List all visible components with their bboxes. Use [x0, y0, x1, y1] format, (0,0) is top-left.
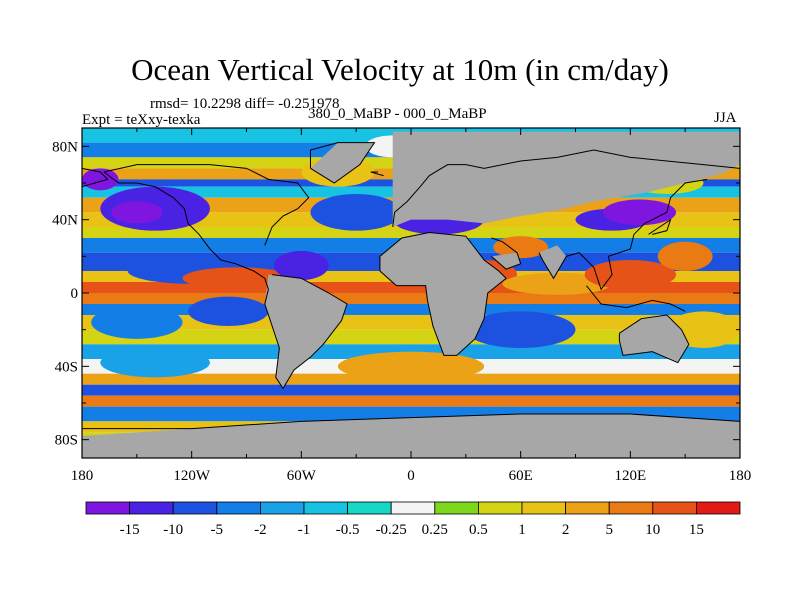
field-cell [91, 305, 183, 339]
field-cell [188, 296, 269, 327]
field-cell [100, 348, 210, 378]
land-region [82, 414, 740, 458]
coastline-segment [538, 178, 708, 291]
axis-ticks [81, 128, 741, 458]
lon-label: 60W [287, 468, 317, 484]
coastline-segment [370, 171, 384, 177]
land-region [264, 274, 348, 389]
lat-label: 80N [52, 139, 78, 155]
field-band [82, 227, 740, 238]
lat-label: 0 [71, 286, 79, 302]
field-band [82, 293, 740, 304]
lat-label: 80S [55, 433, 78, 449]
field-cell [111, 201, 163, 224]
colorbar-swatch [347, 501, 392, 515]
colorbar-label: -1 [298, 522, 311, 538]
land-region [619, 315, 689, 363]
land-region [392, 131, 740, 227]
colorbar-swatch [696, 501, 741, 515]
field-cell [602, 199, 677, 226]
colorbar-label: -5 [211, 522, 224, 538]
colorbar-swatch [434, 501, 479, 515]
season-label: JJA [714, 110, 737, 126]
field-band [82, 282, 740, 293]
colorbar-swatch [390, 501, 436, 515]
colorbar: -15 -10 -5 -2 -1 -0.5 -0.25 0.25 0.5 1 2 5 10 15 [85, 501, 741, 538]
colorbar-label: 5 [605, 522, 613, 538]
lon-label: 180 [729, 468, 752, 484]
coastline-segment [491, 237, 522, 270]
colorbar-swatch [303, 501, 348, 515]
colorbar-label: -2 [254, 522, 267, 538]
colorbar-swatch [652, 501, 697, 515]
longitude-labels: 180 120W 60W 0 60E 120E 180 [71, 468, 752, 484]
lon-label: 0 [407, 468, 415, 484]
coastline-segment [392, 149, 740, 228]
colorbar-label: 0.5 [469, 522, 488, 538]
field-cell [465, 311, 576, 348]
colorbar-swatch [565, 501, 610, 515]
coastline-segment [82, 167, 109, 188]
colorbar-swatch [129, 501, 174, 515]
colorbar-label: -0.5 [336, 522, 360, 538]
colorbar-label: -10 [163, 522, 183, 538]
field-cell [337, 351, 485, 382]
field-cell [493, 236, 549, 259]
coastline-segment [586, 285, 686, 312]
colorbar-label: -0.25 [376, 522, 407, 538]
land-region [310, 142, 375, 183]
colorbar-swatch [608, 501, 654, 515]
field-cell [82, 168, 119, 191]
coastline-segment [82, 413, 740, 430]
land-mask [82, 131, 740, 458]
lon-label: 60E [509, 468, 533, 484]
field-cell [584, 260, 677, 290]
colorbar-swatch [85, 501, 130, 515]
coastline-segment [264, 274, 348, 390]
colorbar-swatch [521, 501, 566, 515]
comparison-label: 380_0_MaBP - 000_0_MaBP [308, 106, 487, 122]
lon-label: 180 [71, 468, 94, 484]
colorbar-label: 2 [562, 522, 570, 538]
field-band [82, 304, 740, 315]
colorbar-swatch [216, 501, 261, 515]
colorbar-label: 10 [645, 522, 660, 538]
colorbar-label: -15 [120, 522, 140, 538]
colorbar-label: 15 [689, 522, 704, 538]
field-band [82, 329, 740, 345]
coastline-segment [379, 231, 507, 356]
lon-label: 120E [614, 468, 646, 484]
field-cell [182, 267, 293, 290]
coastline-segment [103, 164, 310, 246]
colorbar-label: 1 [518, 522, 526, 538]
field-band [82, 384, 740, 396]
coastline-segment [103, 171, 266, 279]
lat-label: 40S [55, 359, 78, 375]
land-region [491, 252, 521, 270]
experiment-label: Expt = teXxy-texka [82, 112, 201, 128]
colorbar-swatch [477, 501, 523, 515]
land-region [379, 232, 507, 356]
field-band [82, 395, 740, 407]
field-cell [657, 241, 713, 271]
lat-label: 40N [52, 213, 78, 229]
coastline-segment [309, 142, 376, 184]
coastlines [82, 142, 740, 430]
rmsd-diff-stats: rmsd= 10.2298 diff= -0.251978 [150, 96, 340, 112]
lon-label: 120W [173, 468, 211, 484]
field-cell [273, 250, 329, 281]
colorbar-swatch [172, 501, 218, 515]
coastline-segment [648, 218, 672, 235]
field-cell [502, 272, 613, 295]
coastline-segment [618, 314, 690, 364]
colorbar-label: 0.25 [422, 522, 448, 538]
chart-title: Ocean Vertical Velocity at 10m (in cm/da… [131, 52, 669, 87]
colorbar-swatch [259, 501, 305, 515]
land-region [538, 245, 567, 279]
field-cell [310, 194, 402, 231]
latitude-labels: 80N 40N 0 40S 80S [52, 139, 78, 448]
